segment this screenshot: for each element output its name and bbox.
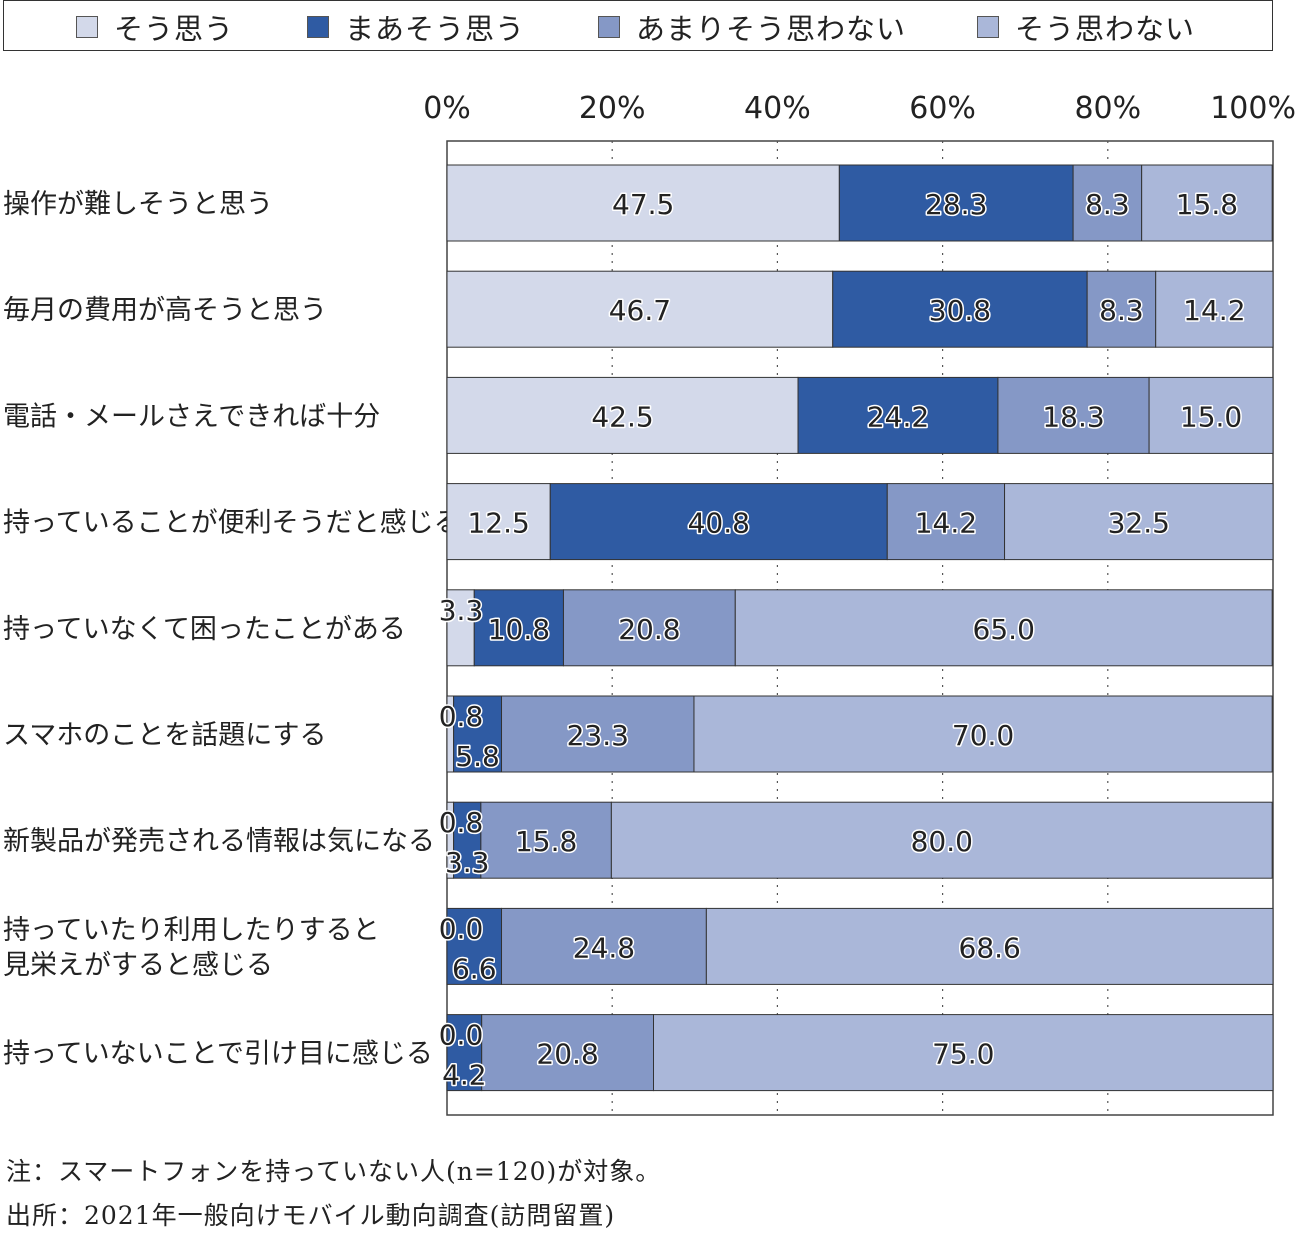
legend-swatch — [598, 15, 620, 38]
bar-segment — [1004, 483, 1274, 561]
value-label: 70.0 — [952, 719, 1014, 752]
bar-segment — [446, 483, 551, 561]
value-label: 32.5 — [1108, 507, 1170, 540]
value-label: 0.0 — [439, 1019, 484, 1052]
category-label: 持っていなくて困ったことがある — [3, 614, 406, 645]
bar-segment — [446, 907, 503, 985]
category-label: 毎月の費用が高そうと思う — [3, 295, 327, 326]
value-label: 12.5 — [467, 507, 529, 540]
category-label: 持っていたり利用したりすると見栄えがすると感じる — [3, 915, 380, 981]
bar-segment — [1072, 164, 1143, 242]
bar-segment — [549, 483, 888, 561]
bar-segment — [610, 801, 1273, 879]
legend-label: そう思う — [114, 11, 235, 46]
value-label: 20.8 — [536, 1038, 598, 1071]
bar-segment — [832, 270, 1088, 348]
value-label: 75.0 — [932, 1038, 994, 1071]
x-tick-label: 40% — [744, 91, 811, 126]
value-label: 23.3 — [567, 719, 629, 752]
value-label: 15.0 — [1180, 400, 1242, 433]
value-label: 3.3 — [439, 594, 484, 627]
value-label: 8.3 — [1099, 294, 1144, 327]
legend-swatch — [977, 15, 999, 38]
bar-segment — [480, 801, 612, 879]
bar-segment — [1086, 270, 1157, 348]
value-label: 10.8 — [488, 613, 550, 646]
x-tick-label: 100% — [1210, 91, 1296, 126]
value-label: 24.8 — [573, 931, 635, 964]
value-label: 15.8 — [1176, 188, 1238, 221]
bar-segment — [693, 695, 1273, 773]
x-tick-label: 80% — [1074, 91, 1141, 126]
bar-segment — [1148, 376, 1274, 454]
bar-segment — [446, 1014, 483, 1092]
value-label: 14.2 — [915, 507, 977, 540]
category-label: 持っていないことで引け目に感じる — [3, 1039, 433, 1070]
bar-segment — [501, 907, 707, 985]
footnote: 注：スマートフォンを持っていない人(n=120)が対象。 — [6, 1157, 662, 1186]
legend-label: まあそう思う — [345, 11, 526, 46]
category-label: 新製品が発売される情報は気になる — [3, 826, 435, 857]
bar-segment — [453, 801, 482, 879]
value-label: 28.3 — [925, 188, 987, 221]
value-label: 65.0 — [973, 613, 1035, 646]
bar-segment — [446, 164, 840, 242]
bar-segment — [446, 589, 475, 667]
value-label: 15.8 — [515, 825, 577, 858]
value-label: 0.8 — [439, 700, 484, 733]
bar-segment — [481, 1014, 654, 1092]
bar-segment — [797, 376, 999, 454]
bar-segment — [453, 695, 503, 773]
value-label: 3.3 — [445, 846, 490, 879]
value-label: 42.5 — [591, 400, 653, 433]
bar-segment — [1155, 270, 1274, 348]
category-label: 操作が難しそうと思う — [3, 189, 273, 220]
bar-segment — [997, 376, 1150, 454]
bar-segment — [734, 589, 1273, 667]
value-label: 0.0 — [439, 912, 484, 945]
legend-swatch — [76, 15, 98, 38]
bar-segment — [501, 695, 695, 773]
bar-segment — [886, 483, 1006, 561]
value-label: 40.8 — [688, 507, 750, 540]
x-tick-label: 20% — [579, 91, 646, 126]
category-label: 電話・メールさえできれば十分 — [3, 401, 380, 432]
bar-segment — [1141, 164, 1273, 242]
legend-label: そう思わない — [1015, 11, 1196, 46]
legend-item: そう思う — [76, 1, 234, 52]
x-tick-label: 0% — [423, 91, 471, 126]
legend-swatch — [307, 15, 329, 38]
bar-segment — [838, 164, 1074, 242]
source-note: 出所：2021年一般向けモバイル動向調査(訪問留置) — [6, 1201, 616, 1230]
value-label: 14.2 — [1183, 294, 1245, 327]
legend: そう思う まあそう思う あまりそう思わない そう思わない — [3, 0, 1273, 51]
value-label: 68.6 — [959, 931, 1021, 964]
value-label: 47.5 — [612, 188, 674, 221]
bar-segment — [653, 1014, 1274, 1092]
value-label: 80.0 — [911, 825, 973, 858]
legend-item: あまりそう思わない — [598, 1, 906, 52]
value-label: 6.6 — [452, 952, 497, 985]
x-tick-label: 60% — [909, 91, 976, 126]
bar-segment — [562, 589, 736, 667]
legend-item: そう思わない — [977, 1, 1195, 52]
value-label: 18.3 — [1042, 400, 1104, 433]
legend-item: まあそう思う — [307, 1, 525, 52]
legend-label: あまりそう思わない — [636, 11, 907, 46]
value-label: 4.2 — [442, 1059, 487, 1092]
category-label: スマホのことを話題にする — [3, 720, 326, 751]
value-label: 30.8 — [929, 294, 991, 327]
value-label: 46.7 — [609, 294, 671, 327]
value-label: 20.8 — [618, 613, 680, 646]
bar-segment — [705, 907, 1274, 985]
value-label: 0.8 — [439, 806, 484, 839]
category-label: 持っていることが便利そうだと感じる — [3, 508, 461, 539]
bar-segment — [473, 589, 564, 667]
bar-segment — [446, 376, 799, 454]
value-label: 24.2 — [867, 400, 929, 433]
value-label: 5.8 — [455, 740, 500, 773]
value-label: 8.3 — [1085, 188, 1130, 221]
